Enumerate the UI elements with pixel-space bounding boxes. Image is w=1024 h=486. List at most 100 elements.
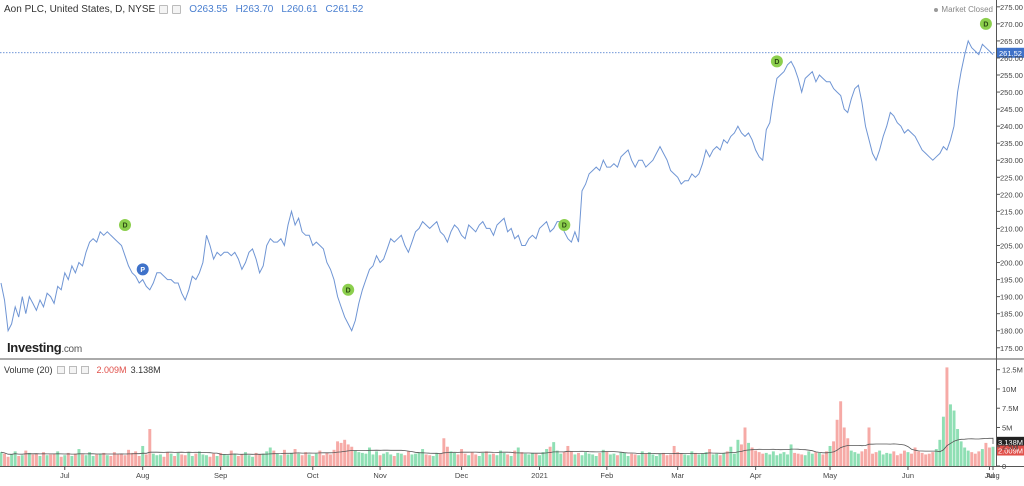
- volume-bar: [520, 452, 524, 466]
- volume-bar: [594, 455, 598, 466]
- volume-bar: [297, 453, 301, 466]
- settings-icon[interactable]: [172, 5, 182, 14]
- volume-bar: [747, 442, 751, 466]
- low-value: L260.61: [281, 4, 318, 15]
- volume-bar: [527, 454, 531, 466]
- volume-bar: [187, 452, 191, 466]
- dividend-marker[interactable]: D: [770, 55, 783, 68]
- volume-bar: [956, 429, 960, 466]
- volume-bar: [676, 452, 680, 466]
- volume-bar: [424, 454, 428, 466]
- volume-bar: [477, 455, 481, 466]
- volume-bar: [555, 450, 559, 466]
- volume-bar: [658, 453, 662, 466]
- volume-bar: [761, 453, 765, 466]
- volume-bar: [591, 454, 595, 466]
- dividend-marker[interactable]: D: [979, 17, 992, 30]
- dividend-marker[interactable]: D: [119, 219, 131, 232]
- high-value: H263.70: [235, 4, 274, 15]
- dividend-marker[interactable]: D: [558, 219, 571, 232]
- volume-bar: [304, 452, 308, 466]
- collapse-toggle-icon[interactable]: [159, 5, 169, 14]
- marker-circle: [979, 17, 992, 30]
- volume-bar: [750, 447, 754, 466]
- volume-bar: [396, 452, 400, 466]
- volume-bar: [243, 452, 247, 466]
- volume-bar: [587, 453, 591, 466]
- volume-bar: [828, 445, 832, 466]
- volume-bar: [711, 454, 715, 466]
- x-tick-label: Aug: [136, 471, 149, 480]
- open-value: O263.55: [189, 4, 228, 15]
- volume-bar: [357, 452, 361, 466]
- volume-bar: [701, 453, 704, 466]
- volume-bar: [920, 452, 924, 466]
- volume-bar: [789, 444, 793, 466]
- price-y-tick-label: 220.00: [1000, 190, 1023, 199]
- dividend-marker[interactable]: D: [342, 283, 355, 296]
- volume-bar: [127, 449, 131, 466]
- price-y-tick-label: 180.00: [1000, 327, 1023, 336]
- last-price-tag: [997, 47, 1024, 58]
- volume-bar: [233, 453, 237, 466]
- volume-bar: [414, 453, 417, 466]
- volume-bar: [835, 419, 839, 466]
- volume-bar: [488, 454, 492, 466]
- volume-bar: [739, 444, 743, 466]
- price-y-tick-label: 245.00: [1000, 105, 1023, 114]
- volume-bar: [513, 450, 517, 466]
- volume-bar: [435, 452, 439, 466]
- volume-bar: [456, 454, 460, 466]
- volume-bar: [385, 452, 389, 466]
- volume-y-tick-label: 0: [1002, 462, 1006, 471]
- volume-label: Volume (20): [4, 365, 53, 375]
- volume-bar: [421, 449, 425, 466]
- x-tick-label: Nov: [373, 471, 387, 480]
- volume-bar: [803, 455, 807, 466]
- volume-bar: [987, 447, 991, 466]
- volume-bar: [786, 454, 789, 466]
- volume-bar: [102, 452, 106, 466]
- volume-bar: [134, 451, 138, 466]
- volume-bar: [856, 453, 860, 466]
- volume-bar: [24, 450, 28, 466]
- volume-bar: [697, 454, 701, 466]
- volume-bar: [626, 455, 630, 466]
- price-y-tick-label: 270.00: [1000, 20, 1023, 29]
- volume-collapse-icon[interactable]: [56, 366, 65, 374]
- volume-bar: [605, 451, 609, 466]
- price-y-tick-label: 240.00: [1000, 122, 1023, 131]
- volume-bar: [258, 454, 262, 466]
- volume-y-tick-label: 5M: [1002, 423, 1012, 432]
- market-status-label: Market Closed: [941, 5, 993, 14]
- volume-bar: [38, 455, 42, 466]
- volume-bar: [849, 450, 853, 466]
- volume-bar: [984, 442, 988, 466]
- volume-bar: [924, 454, 928, 466]
- volume-bar: [148, 429, 152, 466]
- volume-bar: [311, 455, 315, 466]
- event-marker[interactable]: P: [136, 263, 149, 276]
- volume-bar: [686, 455, 690, 466]
- volume-bar: [569, 451, 573, 466]
- price-series-line: [0, 39, 994, 333]
- volume-bar: [491, 453, 495, 466]
- volume-bar: [470, 452, 474, 466]
- volume-value-tag: [997, 445, 1024, 456]
- price-y-tick-label: 175.00: [1000, 344, 1023, 353]
- volume-bar: [201, 454, 205, 466]
- volume-bar: [176, 452, 180, 466]
- volume-bar: [45, 455, 49, 466]
- price-y-tick-label: 275.00: [1000, 3, 1023, 12]
- volume-close-icon[interactable]: [80, 366, 89, 374]
- marker-label: D: [774, 59, 779, 66]
- volume-settings-icon[interactable]: [68, 366, 77, 374]
- investing-logo: Investing.com: [7, 340, 82, 355]
- volume-bar: [410, 454, 414, 466]
- volume-bar: [541, 452, 545, 466]
- marker-label: D: [562, 223, 567, 230]
- volume-bar: [810, 453, 814, 466]
- volume-bar: [825, 451, 828, 466]
